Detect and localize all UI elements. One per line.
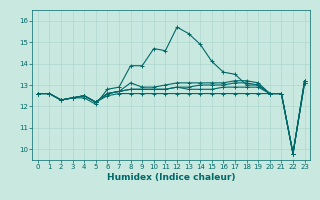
X-axis label: Humidex (Indice chaleur): Humidex (Indice chaleur) [107,173,236,182]
